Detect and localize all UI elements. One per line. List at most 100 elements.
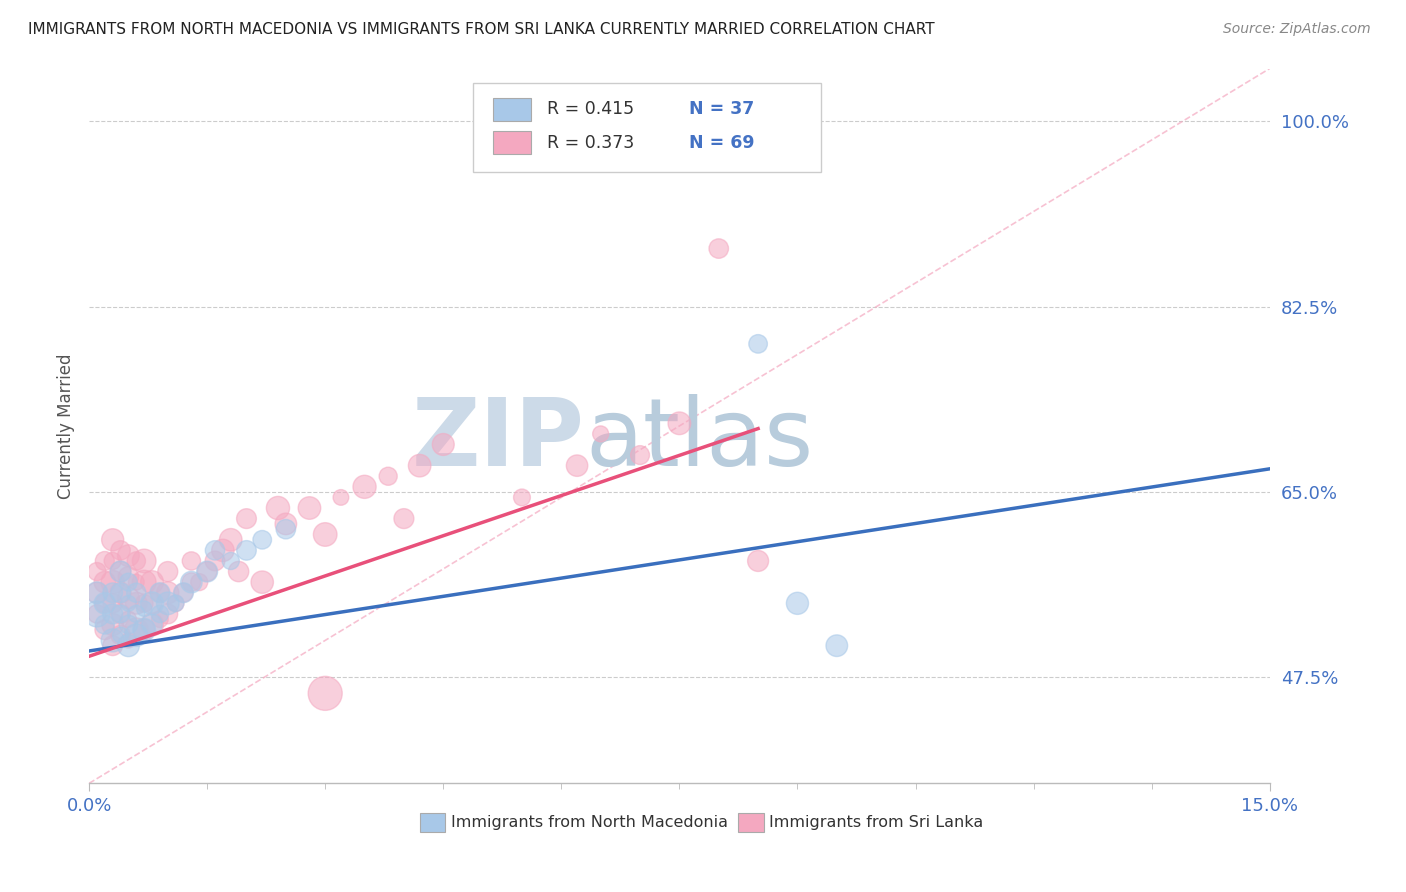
Point: [314, 527, 336, 541]
Text: Source: ZipAtlas.com: Source: ZipAtlas.com: [1223, 22, 1371, 37]
Point: [786, 596, 808, 610]
Point: [101, 596, 124, 610]
Point: [110, 607, 132, 621]
Point: [252, 533, 274, 547]
Point: [565, 458, 588, 473]
Point: [134, 623, 156, 637]
Point: [173, 586, 195, 600]
Point: [195, 565, 218, 579]
Text: ZIP: ZIP: [412, 394, 585, 486]
Point: [156, 607, 179, 621]
Text: N = 69: N = 69: [689, 134, 755, 152]
Point: [329, 491, 352, 505]
Point: [747, 337, 769, 351]
Point: [94, 575, 117, 590]
Point: [134, 554, 156, 568]
FancyBboxPatch shape: [494, 98, 530, 120]
Point: [235, 511, 257, 525]
Point: [110, 543, 132, 558]
Point: [141, 575, 163, 590]
Point: [141, 596, 163, 610]
Text: Immigrants from North Macedonia: Immigrants from North Macedonia: [450, 815, 727, 830]
Point: [219, 554, 242, 568]
Point: [125, 596, 148, 610]
Point: [110, 628, 132, 642]
Point: [149, 586, 172, 600]
Point: [117, 591, 139, 605]
Point: [101, 607, 124, 621]
Point: [125, 575, 148, 590]
Point: [668, 417, 690, 431]
Point: [180, 575, 202, 590]
Point: [134, 601, 156, 615]
Text: N = 37: N = 37: [689, 100, 754, 119]
Point: [110, 586, 132, 600]
Point: [274, 516, 297, 531]
Point: [94, 596, 117, 610]
Point: [117, 570, 139, 584]
Point: [156, 596, 179, 610]
Point: [94, 617, 117, 632]
Point: [408, 458, 430, 473]
Point: [134, 575, 156, 590]
Point: [94, 596, 117, 610]
Point: [101, 586, 124, 600]
Point: [156, 565, 179, 579]
Point: [101, 639, 124, 653]
Point: [195, 565, 218, 579]
Point: [432, 437, 454, 451]
Point: [188, 575, 211, 590]
Point: [117, 596, 139, 610]
Point: [228, 565, 250, 579]
Point: [747, 554, 769, 568]
Point: [149, 586, 172, 600]
Point: [86, 565, 108, 579]
Point: [101, 617, 124, 632]
Point: [110, 586, 132, 600]
Point: [117, 549, 139, 563]
Point: [141, 617, 163, 632]
Point: [212, 543, 235, 558]
Point: [156, 586, 179, 600]
Text: IMMIGRANTS FROM NORTH MACEDONIA VS IMMIGRANTS FROM SRI LANKA CURRENTLY MARRIED C: IMMIGRANTS FROM NORTH MACEDONIA VS IMMIG…: [28, 22, 935, 37]
Point: [180, 554, 202, 568]
Point: [110, 565, 132, 579]
Point: [267, 501, 290, 516]
Point: [125, 586, 148, 600]
Point: [141, 617, 163, 632]
Point: [110, 607, 132, 621]
Point: [117, 633, 139, 648]
Point: [101, 533, 124, 547]
Point: [94, 554, 117, 568]
Point: [125, 607, 148, 621]
Point: [589, 426, 612, 441]
Point: [86, 607, 108, 621]
Text: Immigrants from Sri Lanka: Immigrants from Sri Lanka: [769, 815, 984, 830]
Point: [117, 575, 139, 590]
Point: [117, 617, 139, 632]
Text: atlas: atlas: [585, 394, 813, 486]
Point: [110, 628, 132, 642]
Point: [125, 623, 148, 637]
Point: [353, 480, 375, 494]
Point: [219, 533, 242, 547]
Y-axis label: Currently Married: Currently Married: [58, 353, 75, 499]
Point: [173, 586, 195, 600]
Point: [165, 596, 187, 610]
Point: [392, 511, 415, 525]
Point: [117, 639, 139, 653]
Point: [510, 491, 533, 505]
Point: [86, 586, 108, 600]
Point: [274, 522, 297, 536]
Point: [101, 575, 124, 590]
Point: [141, 596, 163, 610]
FancyBboxPatch shape: [494, 131, 530, 154]
Point: [252, 575, 274, 590]
Point: [101, 554, 124, 568]
Text: R = 0.415: R = 0.415: [547, 100, 634, 119]
Point: [125, 554, 148, 568]
FancyBboxPatch shape: [472, 83, 821, 172]
Point: [165, 596, 187, 610]
Point: [377, 469, 399, 483]
Point: [825, 639, 848, 653]
